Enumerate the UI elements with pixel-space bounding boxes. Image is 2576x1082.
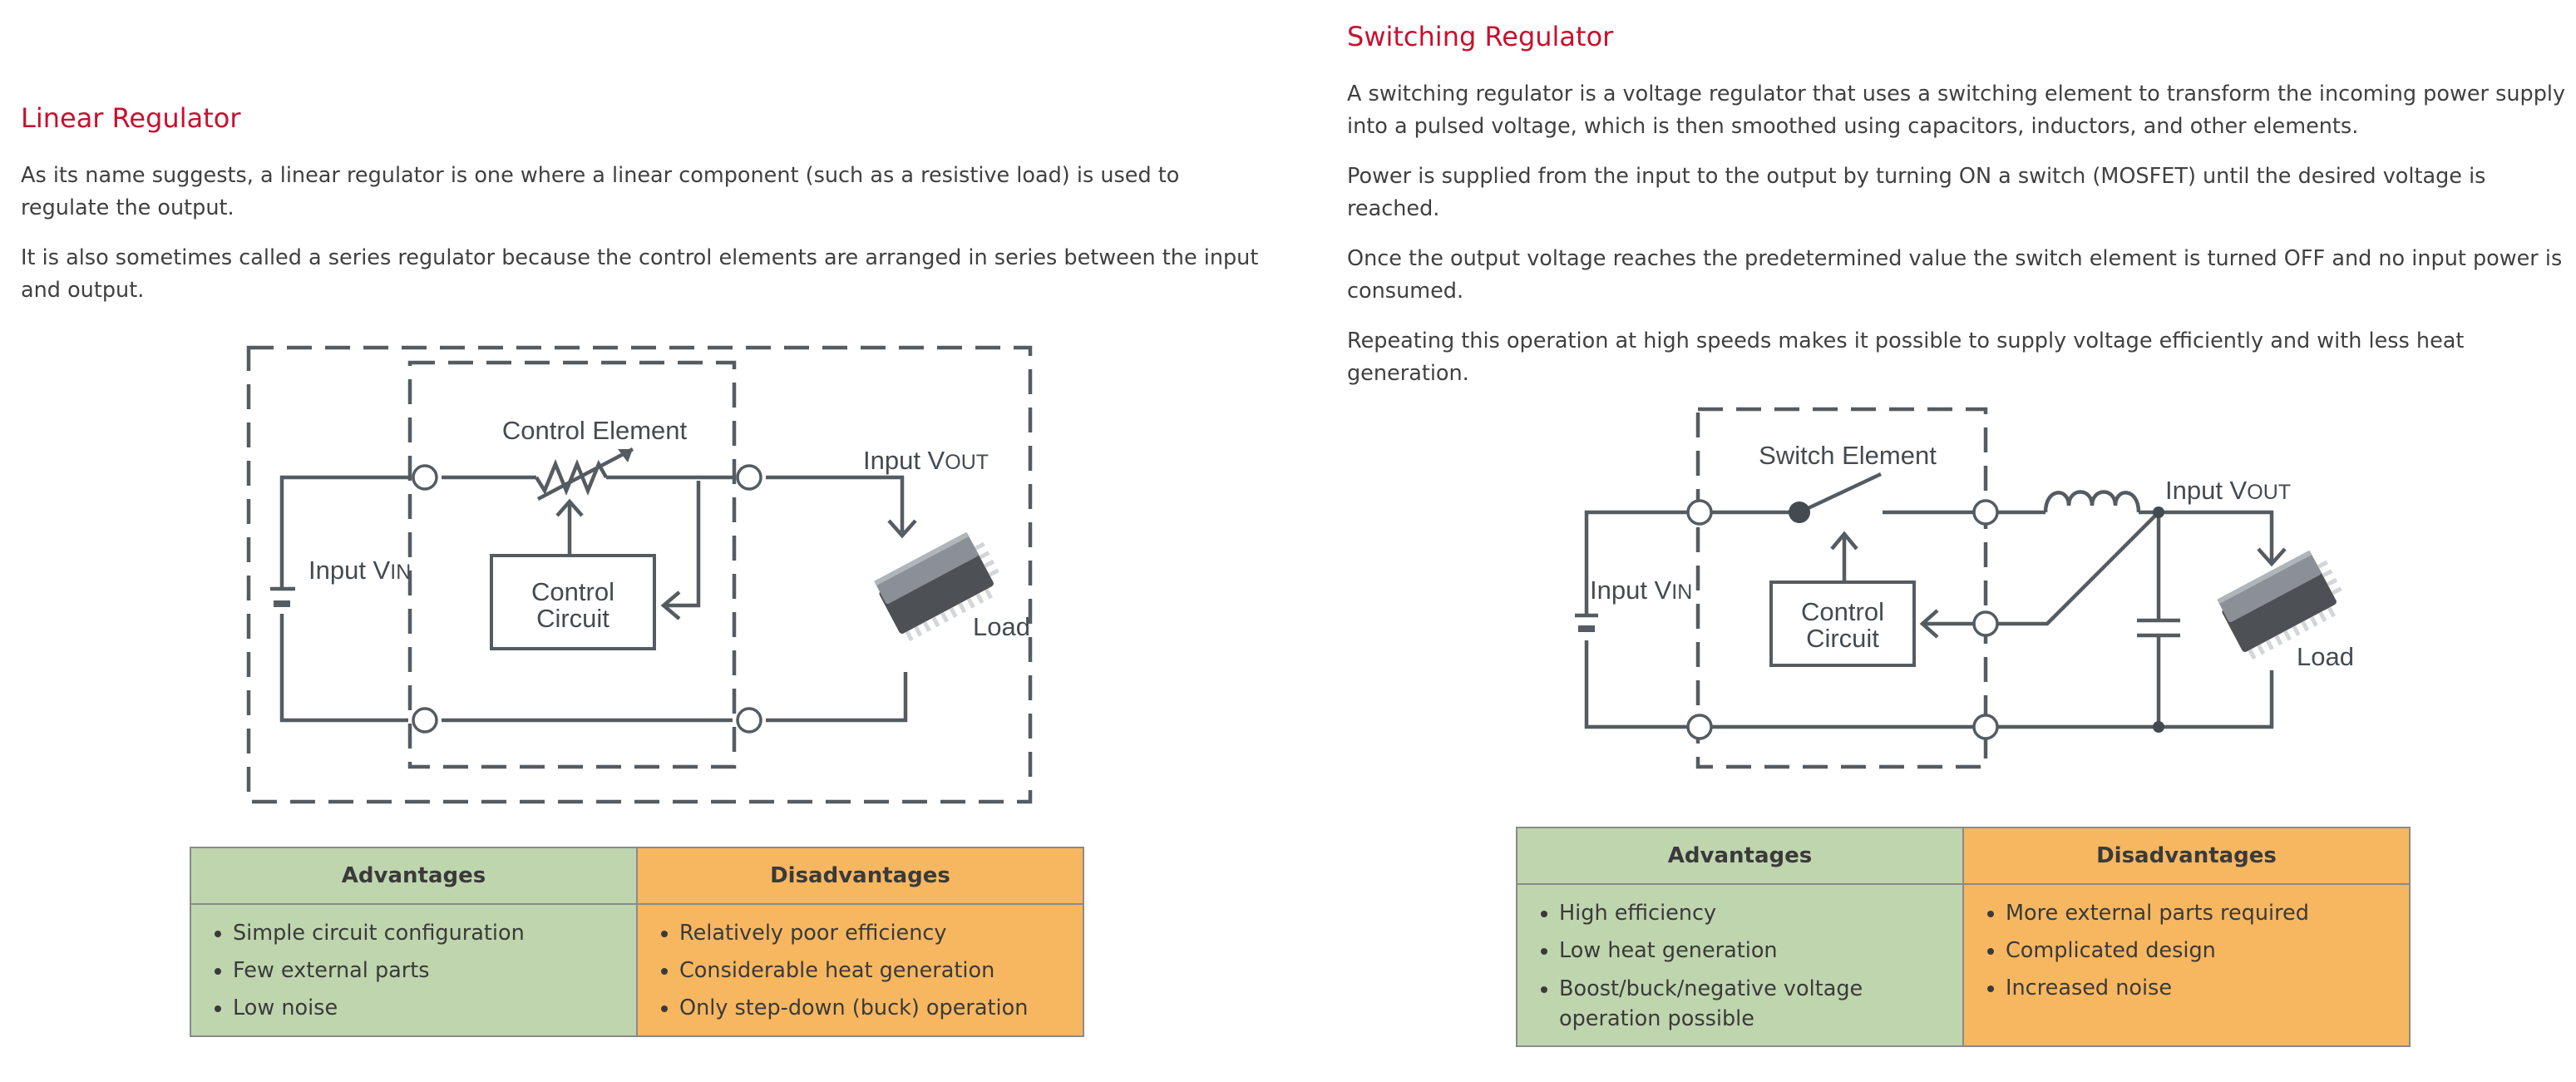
advantages-list: High efficiency Low heat generation Boos… xyxy=(1534,895,1946,1037)
switching-paragraph-4: Repeating this operation at high speeds … xyxy=(1347,329,2465,386)
switch-input-vin-main: Input V xyxy=(1590,576,1672,605)
node-circle xyxy=(1972,610,1999,637)
linear-circuit-svg: Control Element Input VOUT Input VIN Con… xyxy=(246,345,1033,804)
advantages-header: Advantages xyxy=(1516,827,1964,885)
switch-input-vin-sub: IN xyxy=(1671,581,1692,604)
list-item: High efficiency xyxy=(1559,895,1946,932)
node-circle xyxy=(1686,714,1713,740)
switch-control-line2: Circuit xyxy=(1806,624,1879,653)
switching-pros-cons-table: Advantages Disadvantages High efficiency… xyxy=(1516,827,2411,1047)
switch-input-vin-label: Input VIN xyxy=(1590,576,1692,605)
inductor-coil xyxy=(2043,490,2141,513)
switching-regulator-description: A switching regulator is a voltage regul… xyxy=(1347,78,2569,408)
list-item: Increased noise xyxy=(2006,970,2392,1007)
switching-paragraph-3: Once the output voltage reaches the pred… xyxy=(1347,246,2563,304)
linear-regulator-description: As its name suggests, a linear regulator… xyxy=(21,160,1268,324)
disadvantages-list: Relatively poor efficiency Considerable … xyxy=(654,915,1066,1027)
switch-load-label: Load xyxy=(2297,642,2354,671)
list-item: Boost/buck/negative voltage operation po… xyxy=(1559,970,1946,1037)
input-vout-main: Input V xyxy=(863,446,945,475)
junction-dot xyxy=(2153,506,2164,518)
input-vin-label: Input VIN xyxy=(308,556,411,585)
list-item: Low noise xyxy=(233,990,619,1027)
switching-paragraph-2: Power is supplied from the input to the … xyxy=(1347,164,2486,221)
switch-input-vout-sub: OUT xyxy=(2247,481,2291,504)
junction-dot xyxy=(2153,721,2164,733)
list-item: Few external parts xyxy=(233,952,619,990)
list-item: More external parts required xyxy=(2006,895,2392,932)
advantages-cell: Simple circuit configuration Few externa… xyxy=(190,903,638,1037)
input-vin-main: Input V xyxy=(308,556,391,585)
switch-element-label: Switch Element xyxy=(1759,441,1937,470)
switch-control-circuit-box xyxy=(1769,581,1916,667)
list-item: Simple circuit configuration xyxy=(233,915,619,952)
advantages-header: Advantages xyxy=(190,847,638,905)
input-vout-label: Input VOUT xyxy=(863,446,989,475)
linear-regulator-heading: Linear Regulator xyxy=(21,102,241,134)
linear-pros-cons-table: Advantages Disadvantages Simple circuit … xyxy=(190,847,1084,1037)
load-label: Load xyxy=(973,612,1030,641)
switch-pivot-dot xyxy=(1789,501,1810,523)
node-circle xyxy=(412,464,438,491)
linear-paragraph-1: As its name suggests, a linear regulator… xyxy=(21,163,1180,220)
inner-dashed-boundary xyxy=(407,360,737,769)
variable-arrow-head xyxy=(618,449,633,462)
node-circle xyxy=(1686,499,1713,526)
switch-input-vout-label: Input VOUT xyxy=(2165,476,2291,505)
control-circuit-box xyxy=(490,554,656,650)
switch-control-line1: Control xyxy=(1801,597,1884,626)
linear-regulator-diagram: Control Element Input VOUT Input VIN Con… xyxy=(21,0,1268,832)
control-element-label: Control Element xyxy=(502,416,688,445)
switching-regulator-diagram: Switch Element Input VOUT Input VIN Cont… xyxy=(1575,407,2354,769)
switching-regulator-heading: Switching Regulator xyxy=(1347,21,1614,52)
disadvantages-header: Disadvantages xyxy=(636,847,1084,905)
switching-paragraph-1: A switching regulator is a voltage regul… xyxy=(1347,82,2566,139)
switch-dashed-boundary xyxy=(1695,407,1988,769)
outer-dashed-boundary xyxy=(246,345,1033,804)
advantages-list: Simple circuit configuration Few externa… xyxy=(208,915,619,1027)
switching-circuit-svg: Switch Element Input VOUT Input VIN Cont… xyxy=(1575,407,2354,769)
node-circle xyxy=(1972,499,1999,526)
list-item: Low heat generation xyxy=(1559,932,1946,970)
input-vout-sub: OUT xyxy=(945,451,989,474)
list-item: Complicated design xyxy=(2006,932,2392,970)
node-circle xyxy=(412,707,438,734)
node-circle xyxy=(736,464,762,491)
control-circuit-line1: Control xyxy=(531,577,614,606)
node-circle xyxy=(736,707,762,734)
disadvantages-header: Disadvantages xyxy=(1962,827,2411,885)
input-vin-sub: IN xyxy=(390,561,411,584)
linear-paragraph-2: It is also sometimes called a series reg… xyxy=(21,245,1259,303)
node-circle xyxy=(1972,714,1999,740)
list-item: Only step-down (buck) operation xyxy=(679,990,1066,1027)
disadvantages-cell: Relatively poor efficiency Considerable … xyxy=(636,903,1084,1037)
advantages-cell: High efficiency Low heat generation Boos… xyxy=(1516,883,1964,1047)
switch-input-vout-main: Input V xyxy=(2165,476,2248,505)
disadvantages-cell: More external parts required Complicated… xyxy=(1962,883,2411,1047)
control-circuit-line2: Circuit xyxy=(536,604,609,633)
list-item: Relatively poor efficiency xyxy=(679,915,1066,952)
load-chip-icon xyxy=(874,531,999,642)
disadvantages-list: More external parts required Complicated… xyxy=(1981,895,2392,1007)
list-item: Considerable heat generation xyxy=(679,952,1066,990)
switch-load-chip-icon xyxy=(2217,550,2342,660)
